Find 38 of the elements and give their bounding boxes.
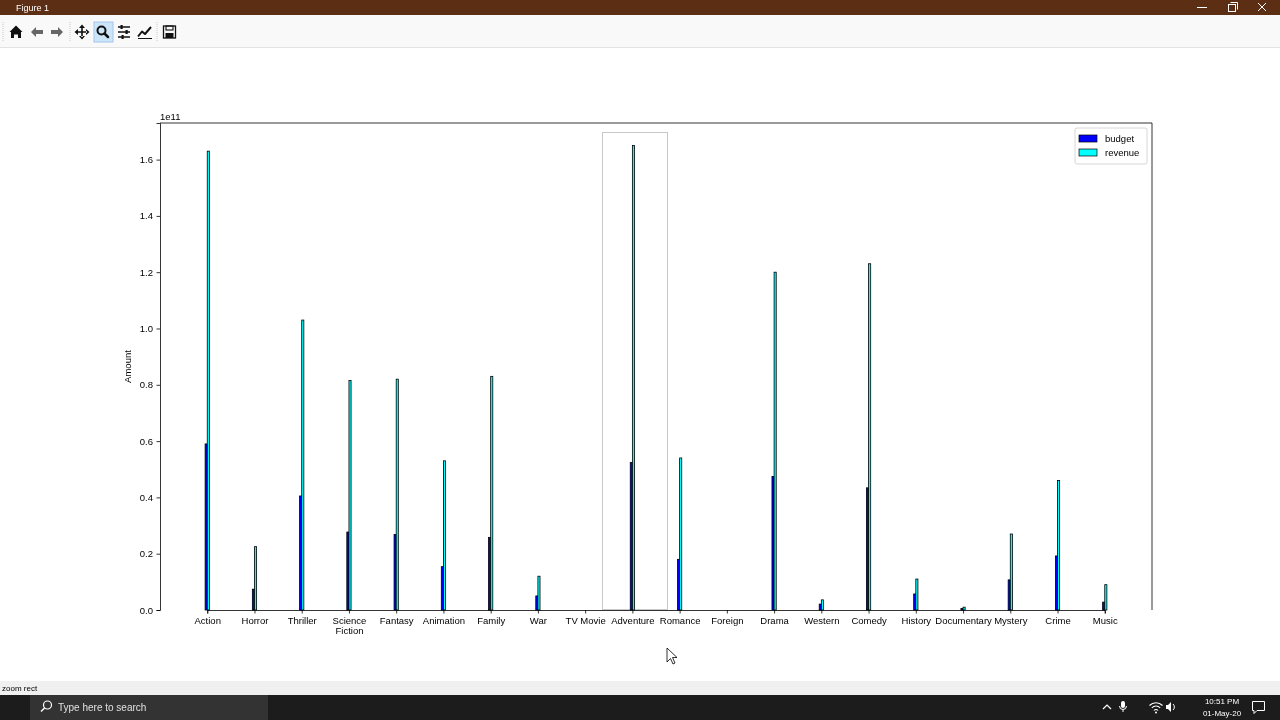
x-tick-label: Action bbox=[194, 614, 221, 626]
x-tick-label: Animation bbox=[422, 614, 466, 626]
x-tick-label: Crime bbox=[1045, 614, 1071, 626]
text: 1e11 bbox=[160, 111, 181, 122]
y-tick-label: 1.4 bbox=[139, 210, 153, 222]
y-tick-label: 0.0 bbox=[139, 604, 153, 616]
y-tick-label: 1.2 bbox=[139, 266, 153, 278]
x-tick-label: Documentary bbox=[935, 614, 993, 626]
x-tick-label: Foreign bbox=[711, 614, 744, 626]
caption: Figure 1 bbox=[16, 3, 50, 13]
x-tick-label: Science Fiction bbox=[332, 614, 367, 637]
x-tick-label: TV Movie bbox=[565, 614, 606, 626]
x-tick-label: Romance bbox=[659, 614, 701, 626]
text: 10:51 PM bbox=[1204, 697, 1240, 706]
x-tick-label: Western bbox=[804, 614, 840, 626]
x-tick-label: Drama bbox=[760, 614, 790, 626]
x-tick-label: History bbox=[901, 614, 932, 626]
text: 01-May-20 bbox=[1202, 709, 1242, 718]
legend-label: budget bbox=[1105, 133, 1135, 144]
y-axis-title: Amount bbox=[122, 349, 133, 383]
y-tick-label: 0.2 bbox=[139, 548, 153, 560]
x-tick-label: Adventure bbox=[611, 614, 655, 626]
y-tick-label: 0.8 bbox=[139, 379, 153, 391]
x-tick-label: War bbox=[529, 614, 547, 626]
legend-label: revenue bbox=[1105, 147, 1140, 158]
x-tick-label: Horror bbox=[241, 614, 269, 626]
y-tick-label: 0.6 bbox=[139, 435, 153, 447]
y-tick-label: 1.0 bbox=[139, 323, 153, 335]
y-tick-label: 1.6 bbox=[139, 154, 153, 166]
x-tick-label: Comedy bbox=[851, 614, 888, 626]
text: zoom rect bbox=[2, 683, 38, 693]
x-tick-label: Family bbox=[477, 614, 506, 626]
text: Type here to search bbox=[58, 702, 147, 713]
x-tick-label: Thriller bbox=[287, 614, 317, 626]
x-tick-label: Mystery bbox=[994, 614, 1028, 626]
x-tick-label: Fantasy bbox=[379, 614, 414, 626]
y-tick-label: 0.4 bbox=[139, 491, 153, 503]
x-tick-label: Music bbox=[1092, 614, 1118, 626]
